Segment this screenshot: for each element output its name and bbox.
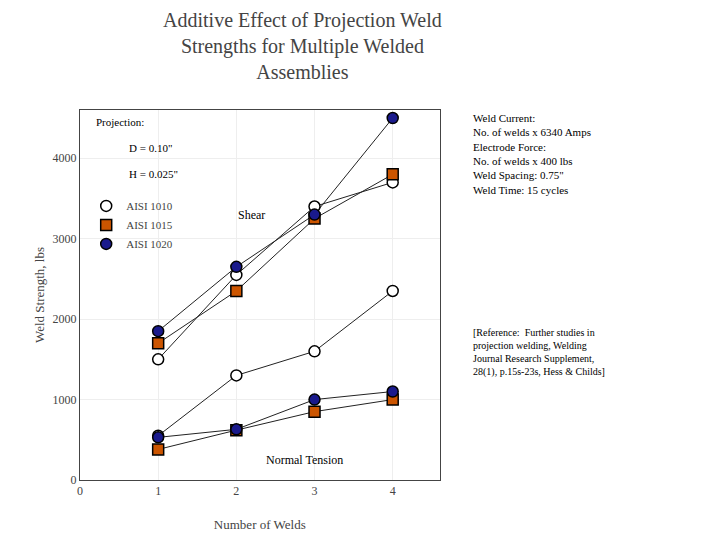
svg-text:Weld Current:No. of welds x 63: Weld Current:No. of welds x 6340 AmpsEle… <box>473 112 591 196</box>
svg-text:Number of Welds: Number of Welds <box>214 517 306 532</box>
svg-text:H = 0.025": H = 0.025" <box>129 168 178 180</box>
svg-text:3: 3 <box>312 484 318 498</box>
svg-text:3000: 3000 <box>53 232 77 246</box>
svg-text:D = 0.10": D = 0.10" <box>129 142 172 154</box>
svg-text:Projection:: Projection: <box>96 116 144 128</box>
svg-text:0: 0 <box>77 484 83 498</box>
svg-text:0: 0 <box>71 473 77 487</box>
svg-text:2: 2 <box>233 484 239 498</box>
svg-text:4000: 4000 <box>53 151 77 165</box>
svg-text:1000: 1000 <box>53 393 77 407</box>
svg-text:Shear: Shear <box>238 208 265 222</box>
svg-text:1: 1 <box>155 484 161 498</box>
svg-text:AISI 1020: AISI 1020 <box>126 238 173 250</box>
svg-text:[Reference: Further studies i: [Reference: Further studies inprojection… <box>473 327 605 378</box>
svg-text:AISI 1015: AISI 1015 <box>126 219 173 231</box>
svg-text:2000: 2000 <box>53 312 77 326</box>
svg-text:Weld Strength, lbs: Weld Strength, lbs <box>32 247 47 343</box>
svg-text:Additive Effect of Projection: Additive Effect of Projection WeldStreng… <box>163 9 442 83</box>
svg-text:4: 4 <box>390 484 396 498</box>
svg-text:Normal Tension: Normal Tension <box>266 453 343 467</box>
svg-text:AISI 1010: AISI 1010 <box>126 200 173 212</box>
